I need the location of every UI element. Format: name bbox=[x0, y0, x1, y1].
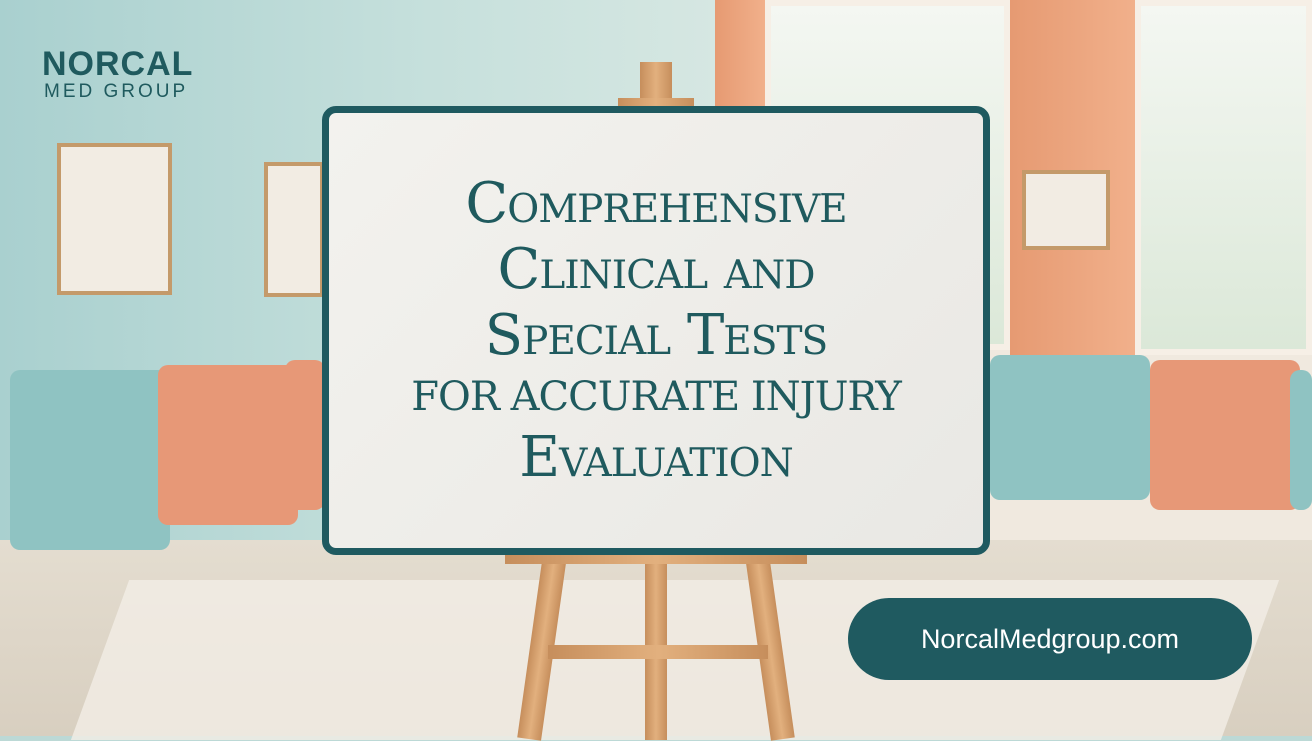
chair-teal bbox=[990, 355, 1150, 500]
wall-frame bbox=[1022, 170, 1110, 250]
logo-line-2: MED GROUP bbox=[44, 81, 189, 102]
chair-teal bbox=[10, 370, 170, 550]
chair-orange bbox=[1150, 360, 1300, 510]
website-link-button[interactable]: NorcalMedgroup.com bbox=[848, 598, 1252, 680]
anatomy-poster bbox=[57, 143, 172, 295]
chair-orange bbox=[285, 360, 325, 510]
title-line: Evaluation bbox=[519, 424, 794, 490]
easel-crossbar bbox=[548, 645, 768, 659]
chair-teal bbox=[1290, 370, 1312, 510]
logo-line-1: NORCAL bbox=[42, 45, 194, 83]
chair-orange bbox=[158, 365, 298, 525]
window bbox=[1135, 0, 1312, 355]
title-line: Special Tests bbox=[484, 302, 828, 368]
title-line: for Accurate Injury bbox=[411, 373, 901, 420]
anatomy-poster bbox=[264, 162, 324, 297]
title-line: Comprehensive bbox=[465, 170, 847, 236]
title-sign: Comprehensive Clinical and Special Tests… bbox=[322, 106, 990, 555]
brand-logo: NORCAL MED GROUP bbox=[42, 47, 193, 103]
title-line: Clinical and bbox=[497, 236, 816, 302]
